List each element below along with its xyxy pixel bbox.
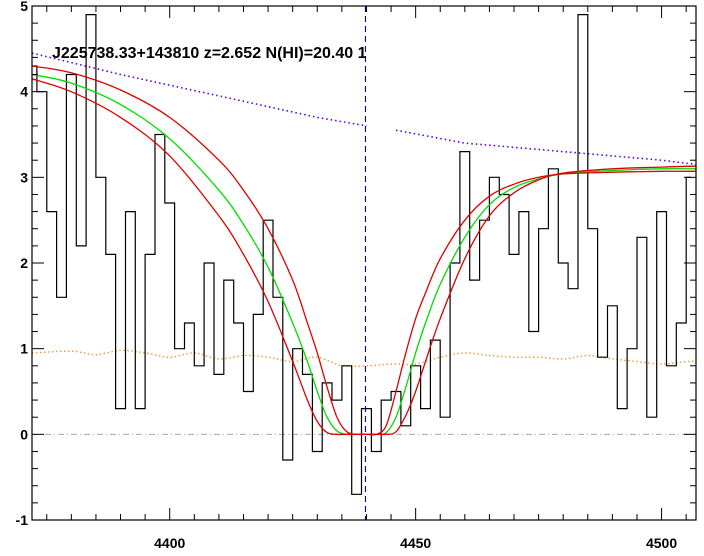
error-line xyxy=(31,349,697,368)
spectrum-line xyxy=(32,14,692,495)
x-tick-label: 4500 xyxy=(646,535,677,551)
error-series-layer xyxy=(31,349,697,368)
continuum-line-0 xyxy=(31,52,367,127)
fit-series-layer xyxy=(31,65,697,436)
y-tick-label: -1 xyxy=(16,512,29,528)
plot-frame xyxy=(31,5,697,521)
continuum-line-1 xyxy=(395,129,697,166)
x-tick-label: 4450 xyxy=(400,535,431,551)
y-tick-label: 5 xyxy=(20,0,28,14)
y-tick-label: 1 xyxy=(20,341,28,357)
y-tick-label: 2 xyxy=(20,255,28,271)
y-tick-label: 3 xyxy=(20,169,28,185)
fit-upper-line xyxy=(31,65,697,436)
fit-line xyxy=(31,73,697,436)
continuum-series-layer xyxy=(31,52,697,166)
fit-lower-line xyxy=(31,78,697,436)
tick-layer: 4400 4450 4500 -1 0 1 2 3 4 5 xyxy=(16,0,696,551)
chart-title: J225738.33+143810 z=2.652 N(HI)=20.40 1 xyxy=(52,45,367,62)
y-tick-label: 0 xyxy=(20,426,28,442)
x-tick-label: 4400 xyxy=(154,535,185,551)
spectrum-series-layer xyxy=(32,14,692,495)
y-tick-label: 4 xyxy=(20,84,28,100)
